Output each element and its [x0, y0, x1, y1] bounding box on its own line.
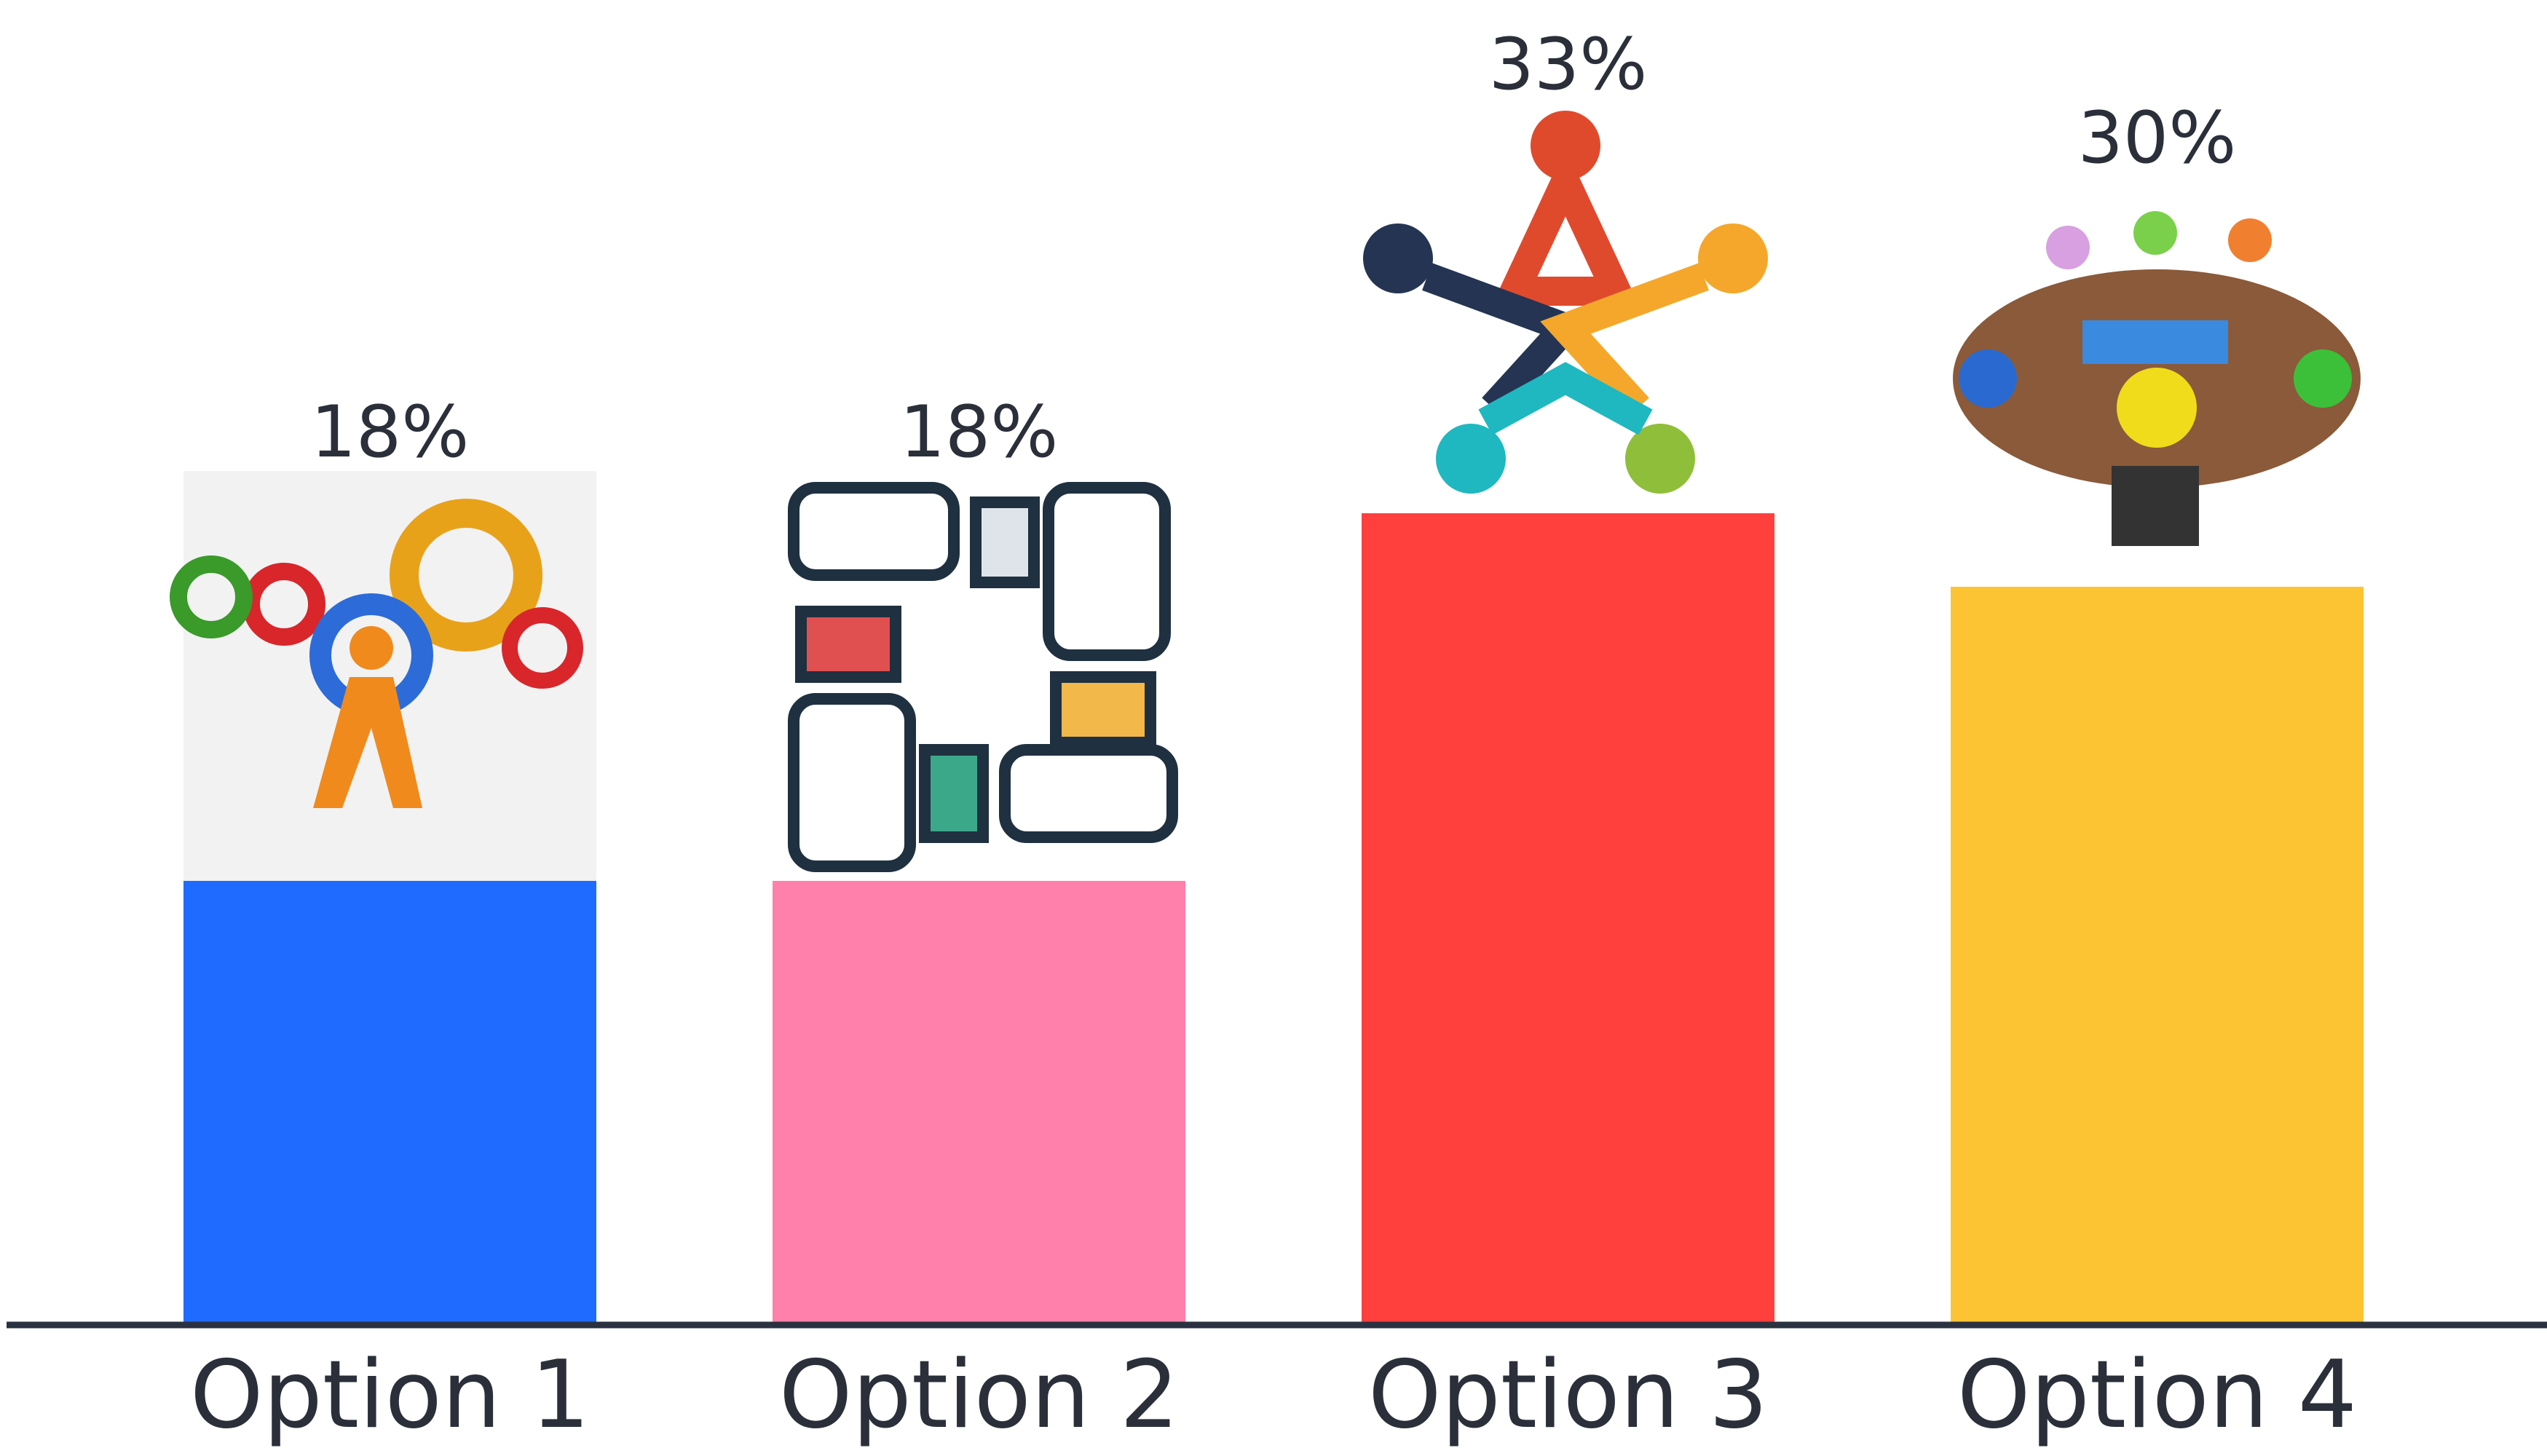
x-tick-label: Option 4	[1957, 1341, 2357, 1449]
image-people-circle	[1363, 111, 1768, 494]
value-label: 18%	[900, 391, 1059, 474]
bar	[1951, 587, 2364, 1322]
image-gears	[170, 471, 596, 882]
bar	[1362, 513, 1774, 1322]
value-label: 30%	[2078, 97, 2237, 180]
value-label: 18%	[311, 391, 470, 474]
bar	[183, 881, 596, 1322]
x-tick-label: Option 2	[779, 1341, 1179, 1449]
value-label: 33%	[1489, 23, 1648, 106]
image-round-table	[1953, 211, 2361, 546]
bar	[773, 881, 1185, 1322]
x-tick-label: Option 1	[190, 1341, 590, 1449]
x-tick-label: Option 3	[1368, 1341, 1768, 1449]
image-hands	[788, 482, 1178, 872]
